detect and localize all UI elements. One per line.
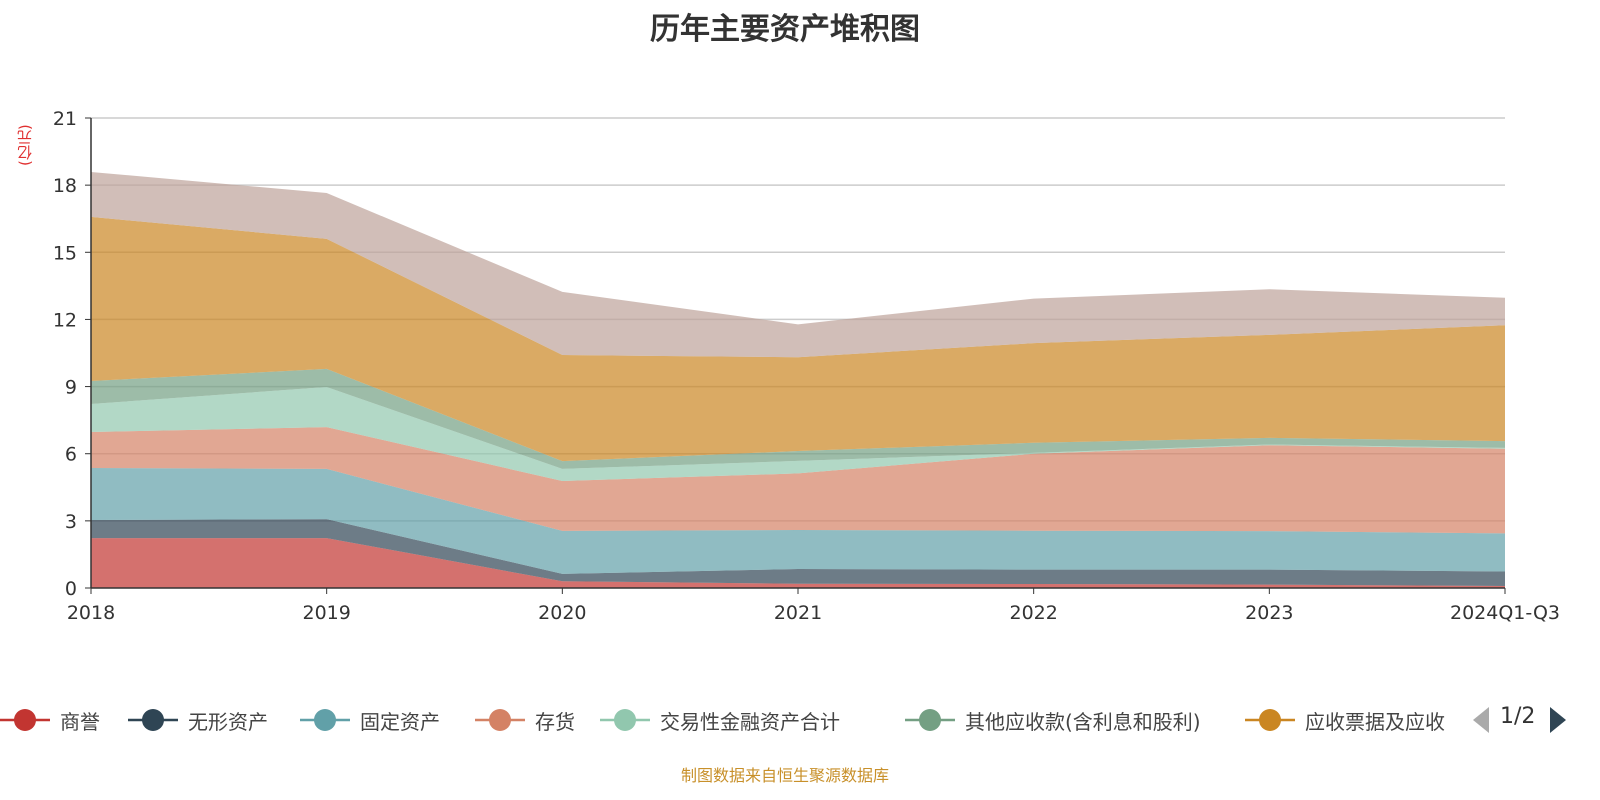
legend-label: 其他应收款(含利息和股利) [965, 709, 1201, 734]
legend-marker-icon [475, 709, 525, 731]
legend-label: 存货 [535, 709, 575, 734]
x-tick-label: 2018 [67, 602, 115, 624]
area-series-3 [91, 468, 1505, 574]
legend-marker-icon [0, 709, 50, 731]
legend-item[interactable]: 存货 [475, 705, 575, 735]
y-tick-label: 9 [65, 377, 77, 399]
area-series-6 [91, 368, 1505, 469]
y-tick-label: 6 [65, 444, 77, 466]
legend-item[interactable]: 无形资产 [128, 705, 268, 735]
x-tick-label: 2020 [538, 602, 586, 624]
legend-item[interactable]: 固定资产 [300, 705, 440, 735]
stacked-area-chart: 0 3 6 9 12 15 18 21 2018 2019 2020 2021 2022 2023 2024… [53, 108, 1560, 624]
area-series-2 [91, 519, 1505, 586]
legend-marker-icon [1245, 709, 1295, 731]
y-tick-label: 0 [65, 578, 77, 600]
legend-label: 无形资产 [188, 709, 268, 734]
legend-marker-icon [300, 709, 350, 731]
x-tick-label: 2023 [1245, 602, 1293, 624]
legend-label: 商誉 [60, 709, 100, 734]
area-series-7 [91, 216, 1505, 462]
x-tick-label: 2019 [302, 602, 350, 624]
legend-label: 固定资产 [360, 709, 440, 734]
legend-marker-icon [600, 709, 650, 731]
legend-page-indicator: 1/2 [1500, 704, 1536, 729]
legend-item[interactable]: 其他应收款(含利息和股利) [905, 705, 1201, 735]
legend-label: 应收票据及应收 [1305, 709, 1445, 734]
area-series-8 [91, 171, 1505, 358]
data-source-note: 制图数据来自恒生聚源数据库 [680, 766, 889, 785]
area-series-5 [91, 387, 1505, 482]
x-tick-label: 2022 [1009, 602, 1057, 624]
y-tick-label: 21 [53, 108, 77, 130]
x-tick-label: 2021 [774, 602, 822, 624]
y-tick-label: 12 [53, 309, 77, 331]
legend-marker-icon [128, 709, 178, 731]
legend-next-page-icon[interactable] [1548, 705, 1568, 735]
legend-item[interactable]: 交易性金融资产合计 [600, 705, 840, 735]
legend-prev-page-icon[interactable] [1471, 705, 1491, 735]
chart-title: 历年主要资产堆积图 [650, 12, 920, 47]
legend-item[interactable]: 商誉 [0, 705, 100, 735]
y-tick-label: 15 [53, 242, 77, 264]
x-tick-label: 2024Q1-Q3 [1450, 602, 1560, 624]
y-tick-label: 3 [65, 511, 77, 533]
area-series-1 [91, 538, 1505, 588]
area-series-4 [91, 427, 1505, 534]
legend-item[interactable]: 应收票据及应收 [1245, 705, 1445, 735]
legend-label: 交易性金融资产合计 [660, 709, 840, 734]
y-tick-label: 18 [53, 175, 77, 197]
legend-marker-icon [905, 709, 955, 731]
